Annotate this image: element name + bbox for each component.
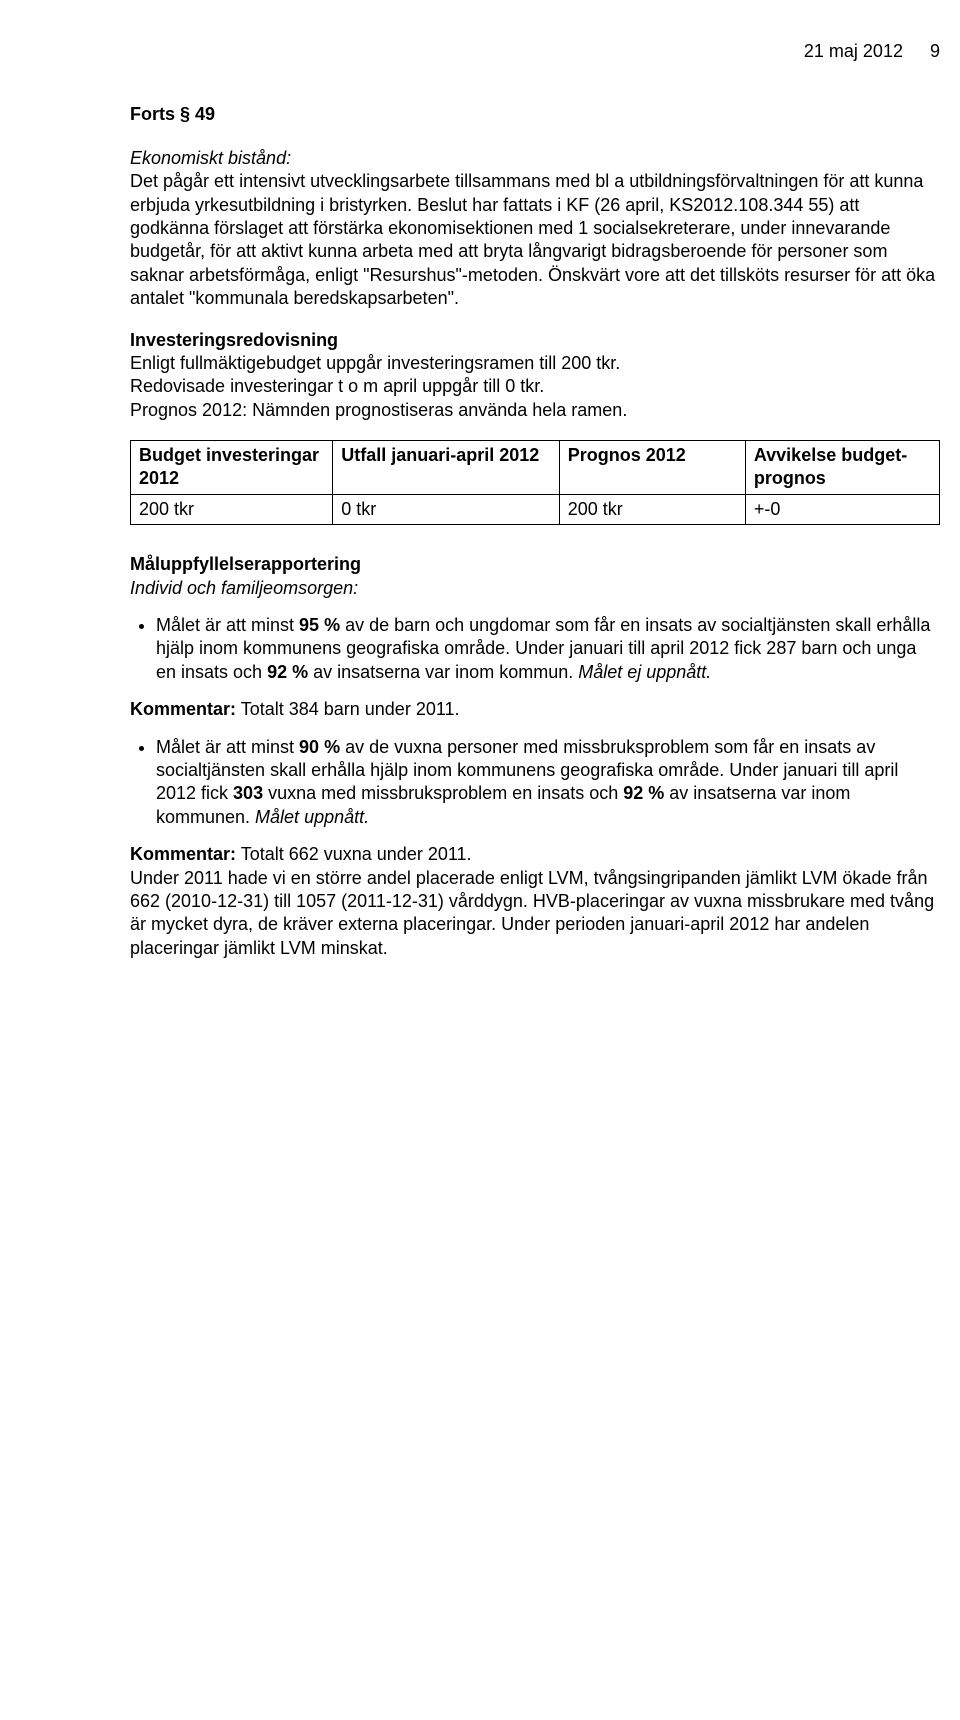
investeringsredovisning-line2: Redovisade investeringar t o m april upp… — [130, 375, 940, 398]
bullet-list-2: Målet är att minst 90 % av de vuxna pers… — [130, 736, 940, 830]
header-date: 21 maj 2012 — [804, 41, 903, 61]
cell-utfall: 0 tkr — [333, 494, 560, 524]
cell-budget: 200 tkr — [131, 494, 333, 524]
kommentar-1-text: Totalt 384 barn under 2011. — [236, 699, 460, 719]
ekonomiskt-bistand-section: Ekonomiskt bistånd: Det pågår ett intens… — [130, 147, 940, 311]
col-avvikelse: Avvikelse budget-prognos — [745, 441, 939, 495]
kommentar-1-label: Kommentar: — [130, 699, 236, 719]
col-utfall: Utfall januari-april 2012 — [333, 441, 560, 495]
forts-title: Forts § 49 — [130, 103, 940, 126]
cell-avvikelse: +-0 — [745, 494, 939, 524]
investeringsredovisning-section: Investeringsredovisning Enligt fullmäkti… — [130, 329, 940, 423]
header: 21 maj 2012 9 — [130, 40, 940, 63]
kommentar-2-label: Kommentar: — [130, 844, 236, 864]
page-number: 9 — [930, 41, 940, 61]
kommentar-2: Kommentar: Totalt 662 vuxna under 2011. — [130, 843, 940, 866]
maluppfyllelse-section: Måluppfyllelserapportering Individ och f… — [130, 553, 940, 600]
maluppfyllelse-subheading: Individ och familjeomsorgen: — [130, 577, 940, 600]
ekonomiskt-bistand-heading: Ekonomiskt bistånd: — [130, 147, 940, 170]
bullet-1: Målet är att minst 95 % av de barn och u… — [156, 614, 940, 684]
table-header-row: Budget investeringar 2012 Utfall januari… — [131, 441, 940, 495]
kommentar-2-text: Totalt 662 vuxna under 2011. — [236, 844, 472, 864]
maluppfyllelse-heading: Måluppfyllelserapportering — [130, 553, 940, 576]
table-row: 200 tkr 0 tkr 200 tkr +-0 — [131, 494, 940, 524]
col-budget: Budget investeringar 2012 — [131, 441, 333, 495]
kommentar-2-body: Under 2011 hade vi en större andel place… — [130, 867, 940, 961]
kommentar-1: Kommentar: Totalt 384 barn under 2011. — [130, 698, 940, 721]
page-container: 21 maj 2012 9 Forts § 49 Ekonomiskt bist… — [0, 0, 960, 1014]
cell-prognos: 200 tkr — [559, 494, 745, 524]
bullet-2: Målet är att minst 90 % av de vuxna pers… — [156, 736, 940, 830]
investeringsredovisning-line3: Prognos 2012: Nämnden prognostiseras anv… — [130, 399, 940, 422]
bullet-list-1: Målet är att minst 95 % av de barn och u… — [130, 614, 940, 684]
ekonomiskt-bistand-body: Det pågår ett intensivt utvecklingsarbet… — [130, 170, 940, 310]
budget-table: Budget investeringar 2012 Utfall januari… — [130, 440, 940, 525]
investeringsredovisning-heading: Investeringsredovisning — [130, 329, 940, 352]
investeringsredovisning-line1: Enligt fullmäktigebudget uppgår invester… — [130, 352, 940, 375]
col-prognos: Prognos 2012 — [559, 441, 745, 495]
